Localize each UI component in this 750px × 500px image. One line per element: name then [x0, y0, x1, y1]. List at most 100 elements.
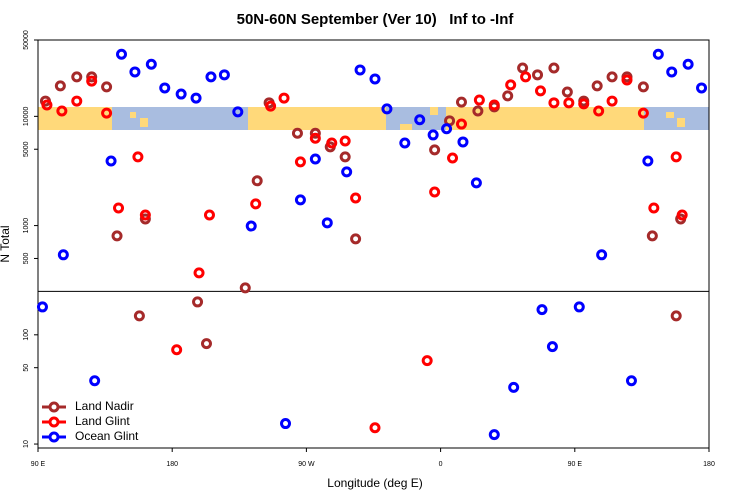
point	[218, 69, 230, 81]
point	[205, 71, 217, 83]
point	[278, 92, 290, 104]
point	[429, 144, 441, 156]
point	[427, 129, 439, 141]
point	[291, 127, 303, 139]
x-tick-label: 0	[439, 461, 443, 468]
point	[54, 80, 66, 92]
x-tick-label: 180	[703, 461, 715, 468]
point	[339, 151, 351, 163]
point	[203, 209, 215, 221]
point	[139, 209, 151, 221]
point	[642, 155, 654, 167]
point	[265, 100, 277, 112]
legend-marker	[48, 431, 60, 443]
point	[193, 267, 205, 279]
point	[536, 304, 548, 316]
point	[86, 75, 98, 87]
y-tick-label: 5000	[23, 141, 30, 157]
point	[36, 301, 48, 313]
point	[105, 155, 117, 167]
x-axis-label: Longitude (deg E)	[327, 476, 422, 490]
point	[591, 80, 603, 92]
point	[192, 296, 204, 308]
point	[381, 103, 393, 115]
point	[596, 249, 608, 261]
point	[132, 151, 144, 163]
point	[593, 105, 605, 117]
plot-frame	[37, 39, 710, 449]
point	[573, 301, 585, 313]
point	[676, 209, 688, 221]
point	[200, 338, 212, 350]
point	[652, 48, 664, 60]
point	[101, 107, 113, 119]
point	[502, 90, 514, 102]
point	[646, 230, 658, 242]
point	[86, 71, 98, 83]
point	[488, 429, 500, 441]
y-tick-label: 10000	[23, 107, 30, 127]
legend-label: Land Nadir	[75, 399, 134, 413]
point	[505, 79, 517, 91]
point	[455, 118, 467, 130]
point	[133, 310, 145, 322]
point	[472, 105, 484, 117]
point	[245, 220, 257, 232]
point	[473, 94, 485, 106]
point	[369, 73, 381, 85]
point	[354, 64, 366, 76]
y-tick-label: 10	[23, 440, 30, 448]
point	[232, 106, 244, 118]
point	[309, 132, 321, 144]
point	[250, 198, 262, 210]
point	[239, 282, 251, 294]
point	[129, 66, 141, 78]
point	[326, 137, 338, 149]
point	[111, 230, 123, 242]
point	[637, 107, 649, 119]
point	[447, 152, 459, 164]
point	[101, 81, 113, 93]
point	[508, 381, 520, 393]
point	[457, 136, 469, 148]
point	[341, 166, 353, 178]
legend-marker	[48, 416, 60, 428]
point	[71, 95, 83, 107]
point	[171, 344, 183, 356]
point	[56, 105, 68, 117]
point	[517, 62, 529, 74]
point	[159, 82, 171, 94]
point	[321, 217, 333, 229]
point	[535, 85, 547, 97]
point	[637, 81, 649, 93]
point	[175, 88, 187, 100]
legend-label: Land Glint	[75, 414, 130, 428]
point	[578, 98, 590, 110]
map-strip	[38, 107, 709, 130]
point	[606, 71, 618, 83]
point	[190, 92, 202, 104]
point	[441, 123, 453, 135]
point	[455, 96, 467, 108]
point	[488, 99, 500, 111]
point	[563, 97, 575, 109]
point	[606, 95, 618, 107]
point	[280, 418, 292, 430]
point	[309, 153, 321, 165]
x-tick-label: 90 E	[568, 461, 583, 468]
point	[421, 355, 433, 367]
y-tick-label: 50	[23, 364, 30, 372]
y-tick-label: 1000	[23, 218, 30, 234]
point	[414, 114, 426, 126]
point	[113, 202, 125, 214]
point	[309, 127, 321, 139]
point	[532, 69, 544, 81]
point	[520, 71, 532, 83]
point	[429, 186, 441, 198]
point	[648, 202, 660, 214]
y-tick-label: 100	[23, 329, 30, 341]
point	[548, 97, 560, 109]
point	[251, 175, 263, 187]
x-tick-label: 90 E	[31, 461, 46, 468]
